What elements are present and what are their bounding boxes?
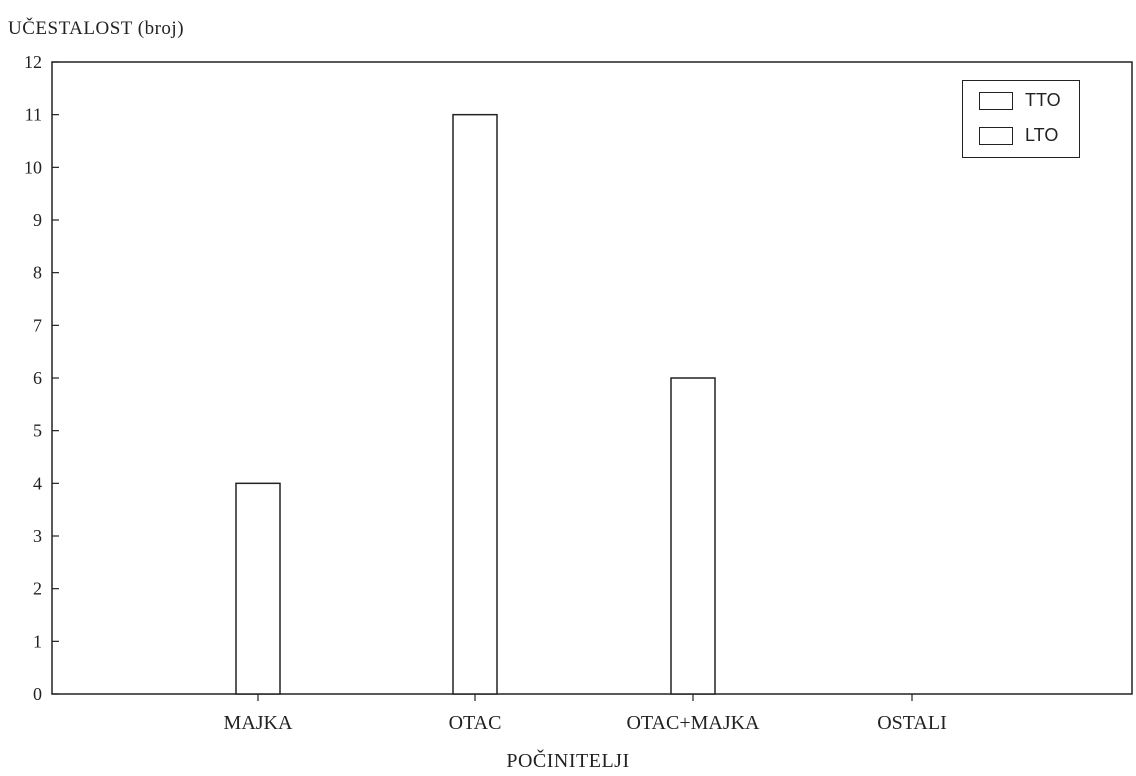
y-tick-label-10: 10 bbox=[24, 157, 42, 177]
x-axis-title: POČINITELJI bbox=[506, 750, 630, 772]
y-tick-label-5: 5 bbox=[33, 421, 42, 441]
y-tick-label-2: 2 bbox=[33, 579, 42, 599]
legend-item-tto: TTO bbox=[979, 90, 1061, 111]
bar-majka bbox=[235, 482, 281, 695]
legend-label-lto: LTO bbox=[1025, 125, 1059, 145]
bar-otac-majka bbox=[670, 377, 716, 695]
y-tick-label-11: 11 bbox=[25, 105, 42, 125]
y-tick-label-1: 1 bbox=[33, 631, 42, 651]
legend: TTO LTO bbox=[962, 80, 1080, 158]
y-tick-label-12: 12 bbox=[24, 52, 42, 72]
x-axis: MAJKA OTAC OTAC+MAJKA OSTALI bbox=[224, 694, 947, 734]
x-tick-label-2: OTAC+MAJKA bbox=[626, 712, 760, 734]
bars bbox=[235, 113, 716, 695]
y-tick-label-6: 6 bbox=[33, 368, 42, 388]
legend-swatch-lto bbox=[979, 126, 1013, 145]
y-tick-label-4: 4 bbox=[33, 473, 42, 493]
x-tick-label-1: OTAC bbox=[449, 712, 502, 734]
bar-otac bbox=[452, 113, 498, 695]
x-tick-label-3: OSTALI bbox=[877, 712, 947, 734]
y-tick-label-0: 0 bbox=[33, 684, 42, 704]
y-tick-label-9: 9 bbox=[33, 210, 42, 230]
legend-swatch-tto bbox=[979, 91, 1013, 110]
y-axis-title: UČESTALOST (broj) bbox=[8, 18, 185, 39]
x-tick-label-0: MAJKA bbox=[224, 712, 293, 734]
legend-item-lto: LTO bbox=[979, 125, 1058, 146]
y-tick-label-8: 8 bbox=[33, 263, 42, 283]
legend-label-tto: TTO bbox=[1025, 90, 1061, 110]
y-tick-label-3: 3 bbox=[33, 526, 42, 546]
y-tick-label-7: 7 bbox=[33, 315, 42, 335]
